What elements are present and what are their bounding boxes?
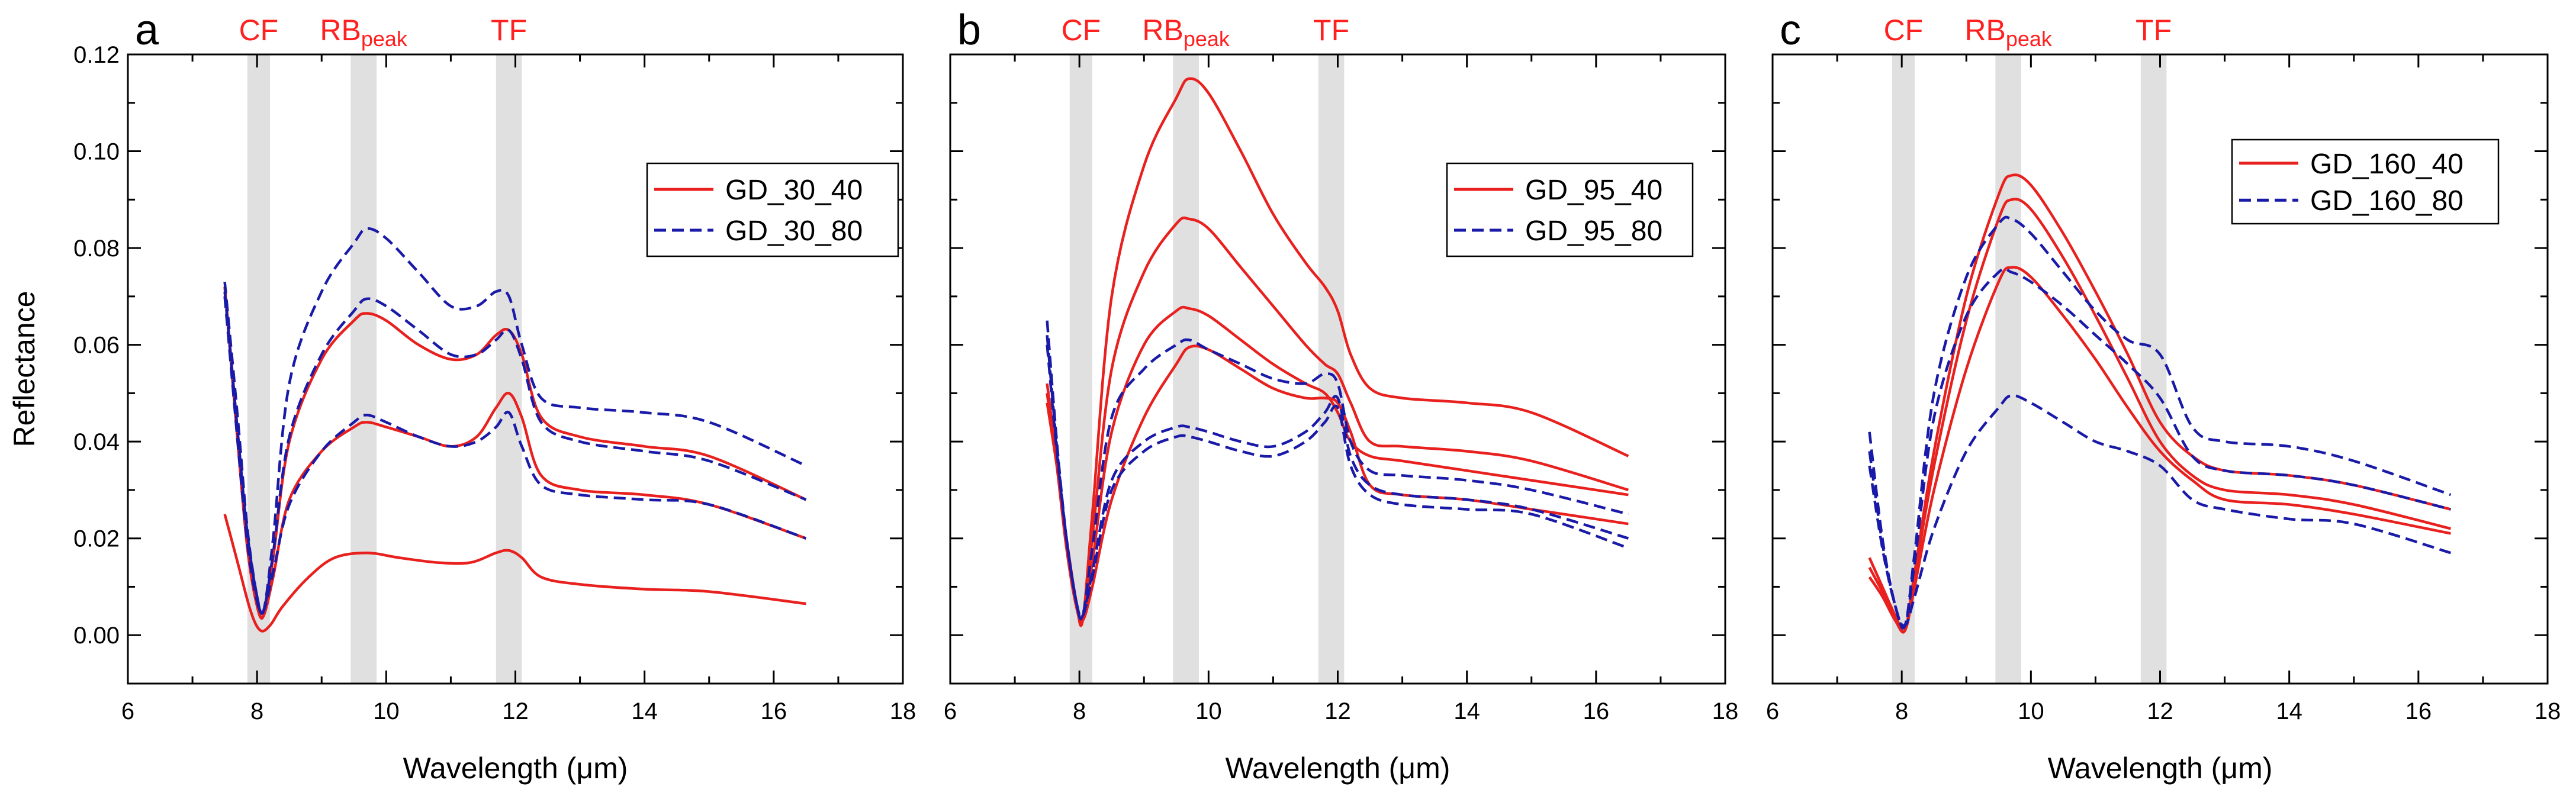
band-label-tf: TF (1313, 14, 1349, 47)
dashed-series-line (223, 291, 807, 615)
band-tf (2140, 54, 2167, 684)
band-label-cf: CF (1062, 14, 1101, 47)
band-label-main: CF (1062, 14, 1101, 47)
x-tick-label: 10 (373, 698, 400, 724)
band-label-tf: TF (2136, 14, 2172, 47)
band-label-tf: TF (491, 14, 527, 47)
y-tick-label: 0.10 (73, 139, 120, 165)
band-label-sub: peak (1184, 27, 1230, 51)
x-tick-label: 6 (121, 698, 134, 724)
legend-label: GD_160_80 (2310, 185, 2464, 217)
x-tick-label: 8 (1895, 698, 1908, 724)
dashed-series-line (1046, 338, 1629, 621)
band-label-rb: RBpeak (1964, 14, 2053, 51)
legend: GD_160_40 GD_160_80 (2231, 138, 2500, 225)
band-label-cf: CF (1884, 14, 1924, 47)
band-rb (350, 54, 377, 684)
x-tick-label: 16 (761, 698, 787, 724)
x-tick-label: 16 (1583, 698, 1610, 724)
legend: GD_95_40 GD_95_80 (1446, 162, 1694, 257)
x-tick-label: 6 (1766, 698, 1779, 724)
x-tick-label: 12 (1324, 698, 1351, 724)
y-tick-label: 0.06 (73, 333, 120, 359)
x-axis-title: Wavelength (μm) (1226, 752, 1451, 785)
legend: GD_30_40 GD_30_80 (646, 162, 899, 257)
panel-c: CF RBpeak TF 6 8 10 12 14 16 18 Wavelength (μm) c GD… (1766, 7, 2561, 785)
band-label-main: TF (2136, 14, 2172, 47)
x-tick-label: 14 (1453, 698, 1480, 724)
y-tick-label: 0.00 (73, 623, 120, 649)
legend-label: GD_30_40 (725, 175, 863, 206)
legend-box (646, 162, 899, 257)
band-label-main: RB (320, 14, 361, 47)
dashed-series-line (1868, 215, 2452, 630)
band-rb (1173, 54, 1199, 684)
band-label-sub: peak (2006, 27, 2053, 51)
legend-box (1446, 162, 1694, 257)
x-tick-label: 18 (1712, 698, 1739, 724)
x-tick-label: 18 (2535, 698, 2561, 724)
band-label-cf: CF (239, 14, 279, 47)
solid-series-line (223, 514, 806, 633)
panel-b: CF RBpeak TF 6 8 10 12 14 16 18 Wavelength (μm) b GD… (944, 7, 1738, 785)
y-tick-label: 0.08 (73, 236, 120, 262)
legend-label: GD_95_80 (1525, 215, 1662, 247)
band-label-main: CF (1884, 14, 1924, 47)
legend-label: GD_160_40 (2310, 149, 2464, 180)
panel-letter: a (135, 7, 159, 54)
x-axis-title: Wavelength (μm) (2048, 752, 2273, 785)
x-tick-label: 8 (250, 698, 263, 724)
band-label-sub: peak (361, 27, 408, 51)
panel-letter: c (1780, 7, 1801, 54)
band-label-main: RB (1964, 14, 2005, 47)
x-tick-label: 6 (944, 698, 957, 724)
y-tick-label: 0.12 (73, 42, 120, 68)
x-axis-title: Wavelength (μm) (403, 752, 628, 785)
y-axis-title: Reflectance (8, 291, 41, 447)
x-tick-label: 18 (890, 698, 916, 724)
panel-a: CF RBpeak TF 6 8 10 12 14 16 18 0.00 0.02 0.04 0.06 0.… (8, 7, 916, 785)
legend-box (2231, 138, 2500, 225)
dashed-series-line (223, 227, 807, 616)
band-label-rb: RBpeak (1142, 14, 1230, 51)
band-label-main: RB (1142, 14, 1183, 47)
band-tf (496, 54, 522, 684)
panel-letter: b (957, 7, 981, 54)
y-tick-label: 0.04 (73, 429, 120, 455)
band-label-main: TF (1313, 14, 1349, 47)
band-label-main: TF (491, 14, 527, 47)
band-rb (1995, 54, 2021, 684)
legend-label: GD_30_80 (725, 215, 863, 247)
y-tick-label: 0.02 (73, 526, 120, 552)
band-label-main: CF (239, 14, 279, 47)
band-label-rb: RBpeak (320, 14, 408, 51)
x-tick-label: 16 (2405, 698, 2432, 724)
x-tick-label: 12 (502, 698, 529, 724)
legend-label: GD_95_40 (1525, 175, 1662, 206)
x-tick-label: 14 (2276, 698, 2302, 724)
x-tick-label: 14 (631, 698, 658, 724)
x-tick-label: 12 (2147, 698, 2173, 724)
x-tick-label: 10 (1195, 698, 1222, 724)
x-tick-label: 8 (1073, 698, 1086, 724)
x-tick-label: 10 (2018, 698, 2044, 724)
